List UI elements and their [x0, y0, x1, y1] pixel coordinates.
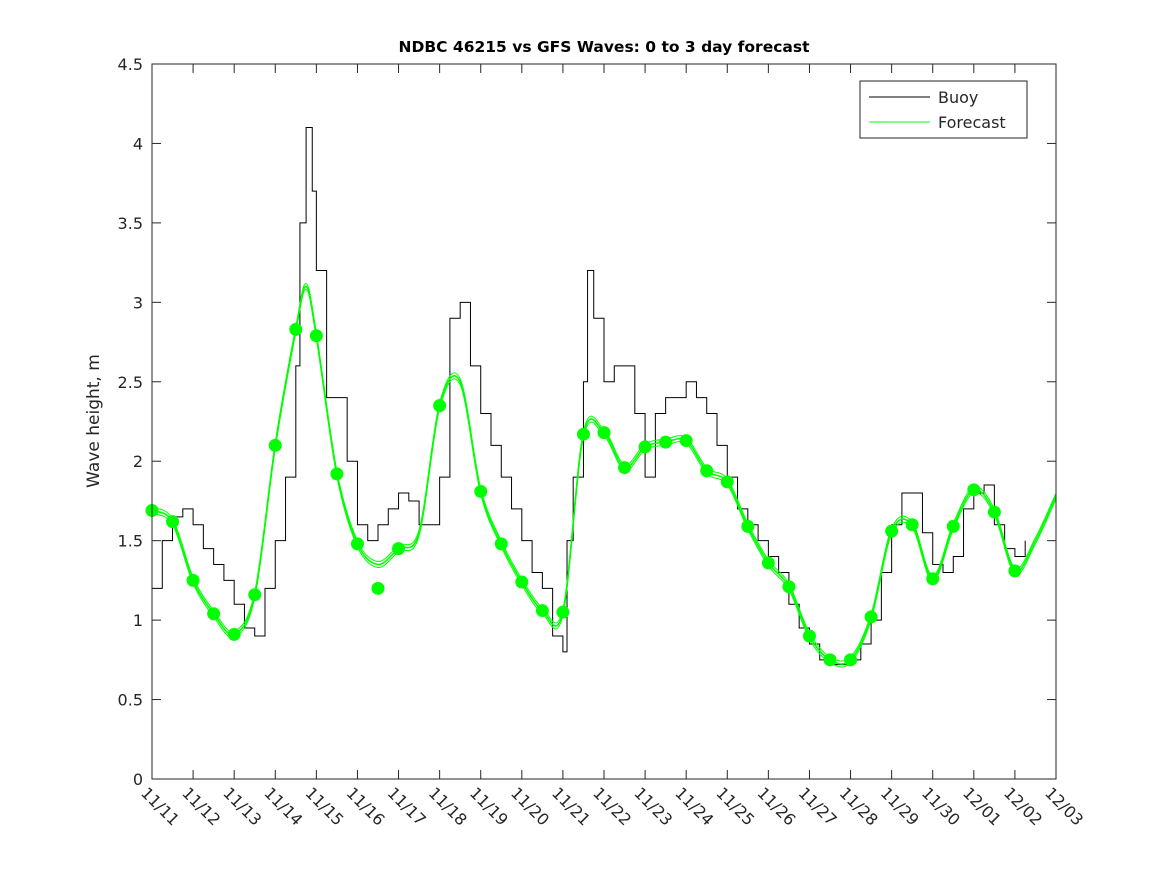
x-tick-label: 11/29	[877, 783, 923, 829]
forecast-marker	[844, 653, 858, 667]
forecast-marker	[186, 573, 200, 587]
forecast-marker	[474, 484, 488, 498]
forecast-marker	[618, 461, 632, 475]
series-layer	[145, 127, 1057, 668]
forecast-marker	[392, 542, 406, 556]
forecast-marker	[638, 440, 652, 454]
x-tick-label: 11/15	[302, 783, 348, 829]
x-tick-label: 11/20	[507, 783, 553, 829]
forecast-marker	[926, 572, 940, 586]
forecast-marker	[802, 629, 816, 643]
forecast-marker	[782, 580, 796, 594]
x-tick-label: 11/17	[384, 783, 430, 829]
forecast-marker	[309, 329, 323, 343]
x-tick-label: 11/13	[219, 783, 265, 829]
forecast-marker	[207, 607, 221, 621]
forecast-marker	[823, 653, 837, 667]
forecast-marker	[166, 515, 180, 529]
forecast-marker	[761, 556, 775, 570]
forecast-marker	[597, 426, 611, 440]
x-tick-label: 12/02	[1000, 783, 1046, 829]
x-tick-label: 11/19	[466, 783, 512, 829]
forecast-marker	[330, 467, 344, 481]
chart-title: NDBC 46215 vs GFS Waves: 0 to 3 day fore…	[398, 38, 810, 56]
x-tick-label: 11/28	[836, 783, 882, 829]
y-tick-label: 4	[133, 134, 143, 153]
y-tick-label: 3.5	[118, 214, 143, 233]
forecast-marker	[700, 464, 714, 478]
x-tick-label: 11/26	[754, 783, 800, 829]
legend: Buoy Forecast	[859, 80, 1028, 139]
forecast-marker	[864, 610, 878, 624]
y-tick-label: 1.5	[118, 532, 143, 551]
legend-box	[859, 80, 1028, 139]
forecast-marker	[433, 399, 447, 413]
forecast-marker	[556, 605, 570, 619]
legend-forecast-label: Forecast	[938, 113, 1006, 132]
x-tick-label: 11/21	[548, 783, 594, 829]
legend-buoy-label: Buoy	[938, 88, 978, 107]
forecast-marker	[741, 519, 755, 533]
y-axis-label: Wave height, m	[84, 354, 104, 488]
y-tick-label: 3	[133, 293, 143, 312]
plot-area-frame	[151, 63, 1057, 780]
x-tick-label: 12/01	[959, 783, 1005, 829]
forecast-marker	[248, 588, 262, 602]
y-tick-label: 1	[133, 611, 143, 630]
x-tick-label: 11/30	[918, 783, 964, 829]
forecast-marker	[905, 518, 919, 532]
x-tick-label: 11/27	[795, 783, 841, 829]
forecast-marker	[987, 505, 1001, 519]
x-tick-label: 11/12	[178, 783, 224, 829]
forecast-marker	[946, 519, 960, 533]
x-tick-label: 11/14	[260, 783, 306, 829]
y-tick-label: 2	[133, 452, 143, 471]
forecast-marker	[227, 627, 241, 641]
y-tick-label: 0	[133, 770, 143, 789]
forecast-marker	[659, 435, 673, 449]
y-tick-label: 0.5	[118, 691, 143, 710]
x-tick-label: 11/23	[630, 783, 676, 829]
forecast-marker	[885, 524, 899, 538]
forecast-marker	[720, 475, 734, 489]
forecast-marker	[1008, 564, 1022, 578]
x-tick-label: 11/11	[137, 783, 183, 829]
forecast-marker	[494, 537, 508, 551]
x-tick-label: 11/25	[712, 783, 758, 829]
forecast-marker	[268, 438, 282, 452]
forecast-marker	[515, 575, 529, 589]
forecast-marker	[350, 537, 364, 551]
forecast-marker	[679, 434, 693, 448]
axis-ticks: 0 0.5 1 1.5 2 2.5 3 3.5 4 4.5 11/1111/1211/1311/14…	[118, 55, 1088, 829]
x-tick-label: 12/03	[1041, 783, 1087, 829]
x-tick-label: 11/18	[425, 783, 471, 829]
x-tick-label: 11/22	[589, 783, 635, 829]
forecast-marker	[289, 322, 303, 336]
x-tick-label: 11/16	[343, 783, 389, 829]
forecast-marker	[535, 604, 549, 618]
y-tick-label: 2.5	[118, 373, 143, 392]
forecast-marker	[371, 581, 385, 595]
y-tick-label: 4.5	[118, 55, 143, 74]
x-tick-label: 11/24	[671, 783, 717, 829]
forecast-marker	[576, 427, 590, 441]
forecast-marker	[967, 483, 981, 497]
